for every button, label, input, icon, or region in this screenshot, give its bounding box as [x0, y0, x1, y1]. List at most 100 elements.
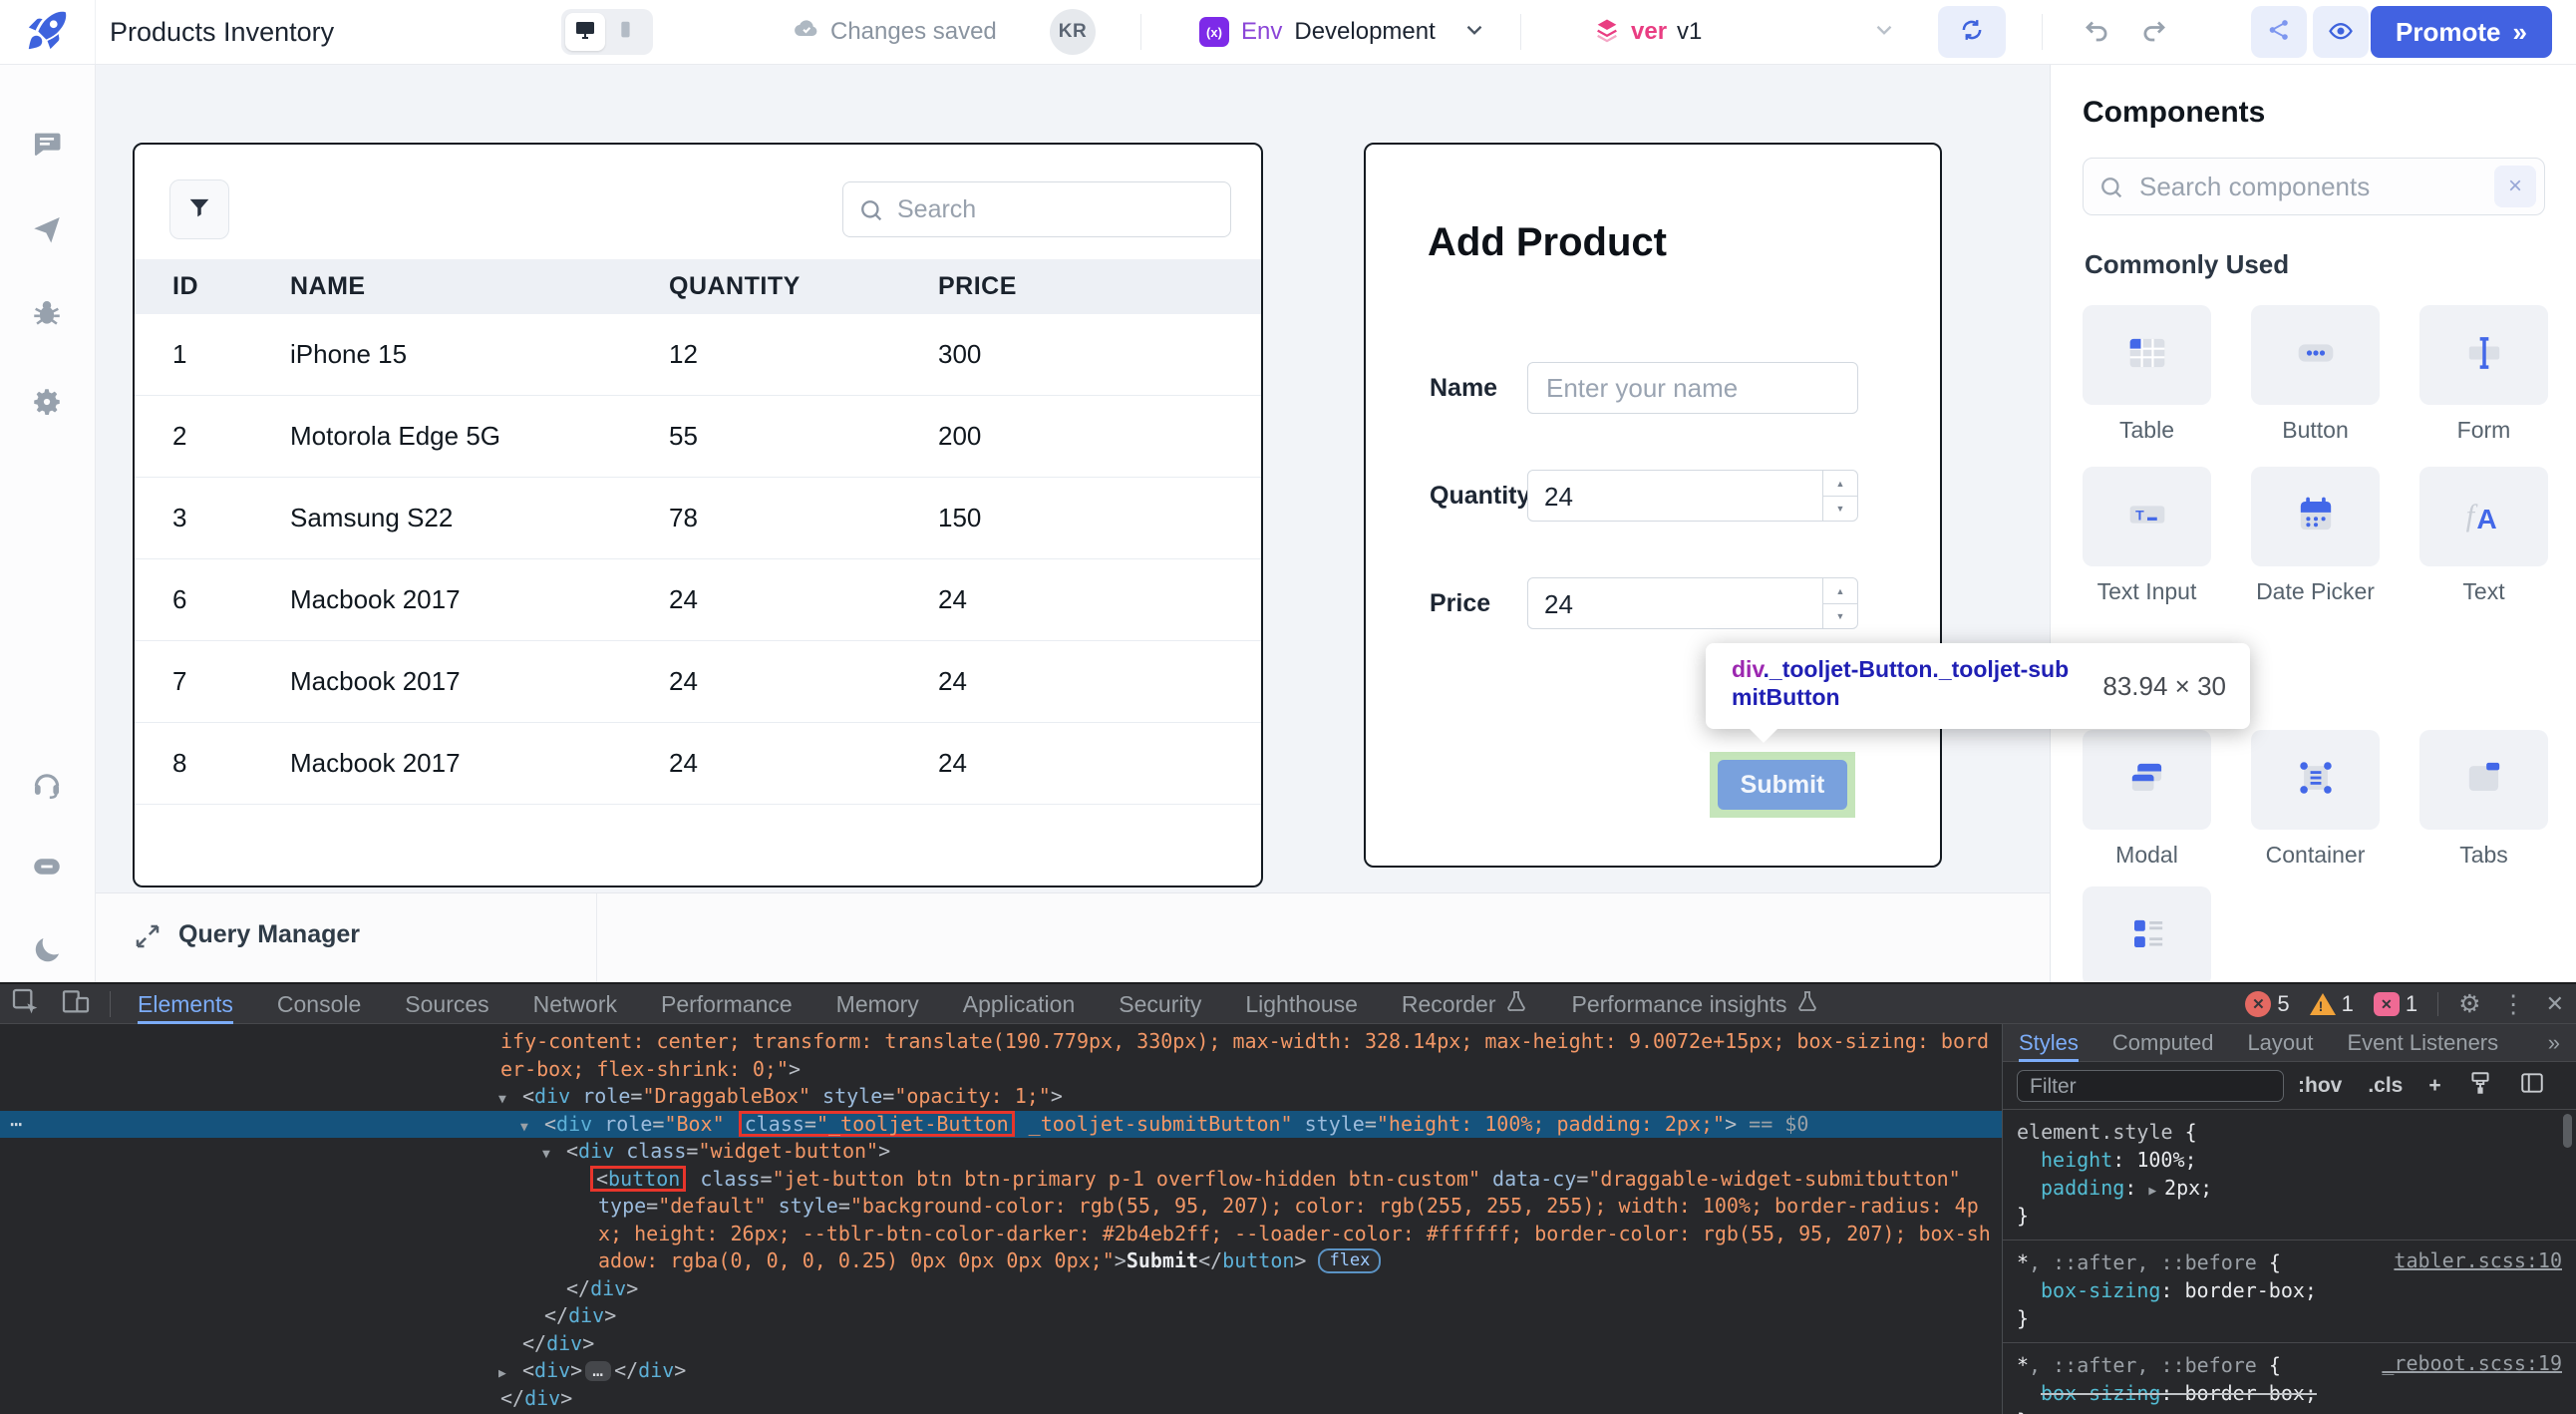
styles-tab-layout[interactable]: Layout: [2247, 1029, 2314, 1055]
component-card-text-input[interactable]: T: [2083, 467, 2211, 566]
dom-tree-node[interactable]: </div>: [522, 1330, 595, 1355]
table-widget[interactable]: ID NAME QUANTITY PRICE 1 iPhone 15 12 300 2 Moto…: [133, 143, 1263, 887]
field-input-name[interactable]: [1527, 362, 1858, 414]
devtools-tab-performance[interactable]: Performance: [661, 984, 793, 1024]
chevron-down-icon[interactable]: [1461, 17, 1487, 48]
component-card-tabs[interactable]: [2419, 730, 2548, 830]
preview-button[interactable]: [2313, 6, 2369, 58]
device-toggle[interactable]: [561, 9, 653, 55]
filter-button[interactable]: [169, 179, 229, 239]
dom-tree-node[interactable]: type="default" style="background-color: …: [598, 1194, 1979, 1218]
component-card-container[interactable]: [2251, 730, 2380, 830]
devtools-tab-application[interactable]: Application: [963, 984, 1076, 1024]
sidebar-item-feedback[interactable]: [28, 850, 66, 887]
styles-tab-event-listeners[interactable]: Event Listeners: [2347, 1029, 2499, 1055]
rule-selector[interactable]: *, ::after, ::before {: [2017, 1353, 2281, 1377]
devtools-tab-lighthouse[interactable]: Lighthouse: [1245, 984, 1358, 1024]
promote-button[interactable]: Promote »: [2371, 6, 2552, 58]
styles-tab-»[interactable]: »: [2547, 1029, 2560, 1055]
stylesheet-link[interactable]: tabler.scss:10: [2394, 1248, 2562, 1272]
version-selector[interactable]: ver v1: [1593, 0, 1897, 64]
app-title[interactable]: Products Inventory: [110, 16, 335, 47]
devtools-tab-recorder[interactable]: Recorder: [1402, 984, 1528, 1024]
dom-tree-node[interactable]: </div>: [500, 1385, 573, 1410]
redo-button[interactable]: [2135, 14, 2171, 50]
tooljet-logo[interactable]: [0, 0, 96, 64]
rule-property[interactable]: box-sizing: border-box;: [2041, 1278, 2317, 1302]
dom-tree-node[interactable]: </div>: [566, 1275, 639, 1300]
share-button[interactable]: [2251, 6, 2307, 58]
styles-toggle[interactable]: .cls: [2368, 1074, 2404, 1097]
spinner-up-icon[interactable]: ▲: [1823, 471, 1857, 497]
submit-button[interactable]: Submit: [1718, 760, 1847, 810]
devtools-tab-console[interactable]: Console: [277, 984, 361, 1024]
paint-format-icon[interactable]: [2467, 1070, 2493, 1102]
column-header[interactable]: PRICE: [938, 272, 1017, 300]
inspect-element-icon[interactable]: [10, 986, 42, 1023]
issues-badge[interactable]: ✕ 1: [2373, 991, 2417, 1017]
sidebar-item-support[interactable]: [28, 768, 66, 806]
component-card-form[interactable]: [2419, 305, 2548, 405]
device-toolbar-icon[interactable]: [60, 986, 92, 1023]
close-icon[interactable]: ✕: [2545, 991, 2564, 1016]
number-spinner[interactable]: ▲ ▼: [1822, 471, 1857, 521]
component-card-button[interactable]: [2251, 305, 2380, 405]
rule-selector[interactable]: element.style {: [2017, 1120, 2197, 1144]
component-card-table[interactable]: [2083, 305, 2211, 405]
settings-gear-icon[interactable]: ⚙: [2458, 990, 2481, 1018]
sidebar-panel-icon[interactable]: [2519, 1070, 2545, 1102]
sidebar-item-inspector[interactable]: [28, 212, 66, 250]
expand-icon[interactable]: [133, 921, 162, 956]
sidebar-item-dark-mode[interactable]: [28, 933, 66, 971]
flex-badge[interactable]: flex: [1318, 1248, 1382, 1273]
clear-search-button[interactable]: ×: [2494, 166, 2536, 207]
component-card-list-view[interactable]: [2083, 886, 2211, 982]
styles-toggle[interactable]: :hov: [2298, 1074, 2343, 1097]
spinner-down-icon[interactable]: ▼: [1835, 610, 1845, 621]
sidebar-item-settings-gear[interactable]: [28, 385, 66, 423]
desktop-toggle[interactable]: [565, 13, 605, 51]
table-row[interactable]: 1 iPhone 15 12 300: [135, 314, 1261, 396]
spinner-down-icon[interactable]: ▼: [1835, 503, 1845, 514]
table-row[interactable]: 7 Macbook 2017 24 24: [135, 641, 1261, 723]
rule-property[interactable]: padding: ▶ 2px;: [2041, 1176, 2213, 1200]
table-row[interactable]: 6 Macbook 2017 24 24: [135, 559, 1261, 641]
dom-tree-node[interactable]: er-box; flex-shrink: 0;">: [500, 1056, 802, 1081]
collapse-arrow-icon[interactable]: ▼: [542, 1147, 550, 1162]
components-search-input[interactable]: [2137, 161, 2470, 212]
styles-filter-input[interactable]: [2028, 1072, 2271, 1102]
sidebar-item-debugger[interactable]: [28, 296, 66, 334]
search-input[interactable]: [895, 184, 1218, 234]
collapse-arrow-icon[interactable]: ▼: [520, 1119, 528, 1135]
dom-tree-node[interactable]: ⋯ ▼ <div role="Box" class="_tooljet-Button…: [0, 1110, 2002, 1138]
devtools-tab-memory[interactable]: Memory: [836, 984, 919, 1024]
dom-tree-node[interactable]: </div>: [544, 1303, 617, 1327]
avatar[interactable]: KR: [1050, 9, 1096, 55]
mobile-toggle[interactable]: [605, 13, 645, 51]
table-row[interactable]: 2 Motorola Edge 5G 55 200: [135, 396, 1261, 478]
rule-selector[interactable]: *, ::after, ::before {: [2017, 1250, 2281, 1274]
spinner-up-icon[interactable]: ▲: [1823, 578, 1857, 604]
collapsed-content-button[interactable]: …: [585, 1361, 612, 1381]
styles-toggle[interactable]: +: [2428, 1074, 2441, 1097]
column-header[interactable]: ID: [172, 272, 198, 300]
devtools-tab-sources[interactable]: Sources: [405, 984, 488, 1024]
styles-scrollbar[interactable]: [2563, 1114, 2572, 1148]
rule-property[interactable]: box-sizing: border-box;: [2041, 1381, 2317, 1405]
field-input-quantity[interactable]: 24 ▲ ▼: [1527, 470, 1858, 522]
devtools-tab-network[interactable]: Network: [533, 984, 617, 1024]
table-row[interactable]: 8 Macbook 2017 24 24: [135, 723, 1261, 805]
app-canvas[interactable]: ID NAME QUANTITY PRICE 1 iPhone 15 12 300 2 Moto…: [95, 64, 2050, 983]
field-input-price[interactable]: 24 ▲ ▼: [1527, 577, 1858, 629]
styles-tab-styles[interactable]: Styles: [2019, 1024, 2079, 1062]
column-header[interactable]: NAME: [290, 272, 366, 300]
component-card-date-picker[interactable]: [2251, 467, 2380, 566]
dom-tree-node[interactable]: ify-content: center; transform: translat…: [500, 1029, 1990, 1053]
environment-selector[interactable]: (x) Env Development: [1199, 0, 1487, 64]
sync-button[interactable]: [1938, 6, 2006, 58]
warning-badge[interactable]: ! 1: [2309, 991, 2354, 1017]
name-input[interactable]: [1544, 365, 1797, 411]
sidebar-item-pages[interactable]: [28, 128, 66, 166]
dom-tree-node[interactable]: ▶ <div>… </div>: [0, 1357, 2002, 1385]
